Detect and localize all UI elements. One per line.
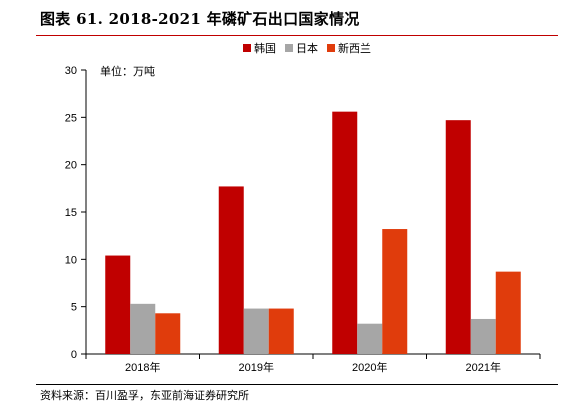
- bar-日本-2021年: [470, 318, 496, 354]
- legend: 韩国 日本 新西兰: [243, 41, 371, 55]
- bar-chart: 韩国 日本 新西兰 单位：万吨 0 5 10 15 20 25 30 2018年 2019年 2020…: [65, 41, 541, 374]
- legend-swatch-日本: [285, 44, 293, 52]
- legend-label-新西兰: 新西兰: [338, 41, 371, 55]
- x-tick-label: 2021年: [466, 360, 501, 374]
- bar-日本-2019年: [243, 308, 269, 354]
- y-tick-label: 25: [65, 112, 77, 124]
- bar-新西兰-2021年: [495, 271, 521, 354]
- y-tick-label: 15: [65, 207, 77, 219]
- legend-label-日本: 日本: [296, 41, 318, 55]
- bar-韩国-2020年: [332, 111, 358, 354]
- x-tick-label: 2019年: [239, 360, 274, 374]
- title-divider: [36, 35, 558, 36]
- source-divider: [36, 384, 558, 385]
- bar-日本-2020年: [357, 323, 383, 354]
- unit-label: 单位：万吨: [100, 64, 155, 78]
- y-tick-label: 5: [71, 302, 77, 314]
- bar-韩国-2021年: [445, 120, 471, 354]
- bar-新西兰-2018年: [155, 313, 181, 354]
- x-tick-label: 2018年: [125, 360, 160, 374]
- bar-新西兰-2019年: [268, 308, 294, 354]
- bar-韩国-2019年: [218, 186, 244, 354]
- bar-韩国-2018年: [105, 255, 131, 354]
- axes: 0 5 10 15 20 25 30 2018年 2019年 2020年 2021年: [65, 65, 541, 374]
- source-note: 资料来源：百川盈孚，东亚前海证券研究所: [40, 389, 249, 402]
- bars: [105, 111, 521, 354]
- y-tick-label: 0: [71, 349, 77, 361]
- legend-swatch-新西兰: [327, 44, 335, 52]
- x-tick-label: 2020年: [352, 360, 387, 374]
- chart-title: 图表 61. 2018-2021 年磷矿石出口国家情况: [40, 10, 360, 28]
- y-tick-label: 10: [65, 254, 77, 266]
- legend-label-韩国: 韩国: [254, 41, 276, 55]
- bar-新西兰-2020年: [382, 229, 408, 354]
- y-tick-label: 30: [65, 65, 77, 77]
- y-tick-label: 20: [65, 160, 77, 172]
- bar-日本-2018年: [130, 303, 156, 354]
- legend-swatch-韩国: [243, 44, 251, 52]
